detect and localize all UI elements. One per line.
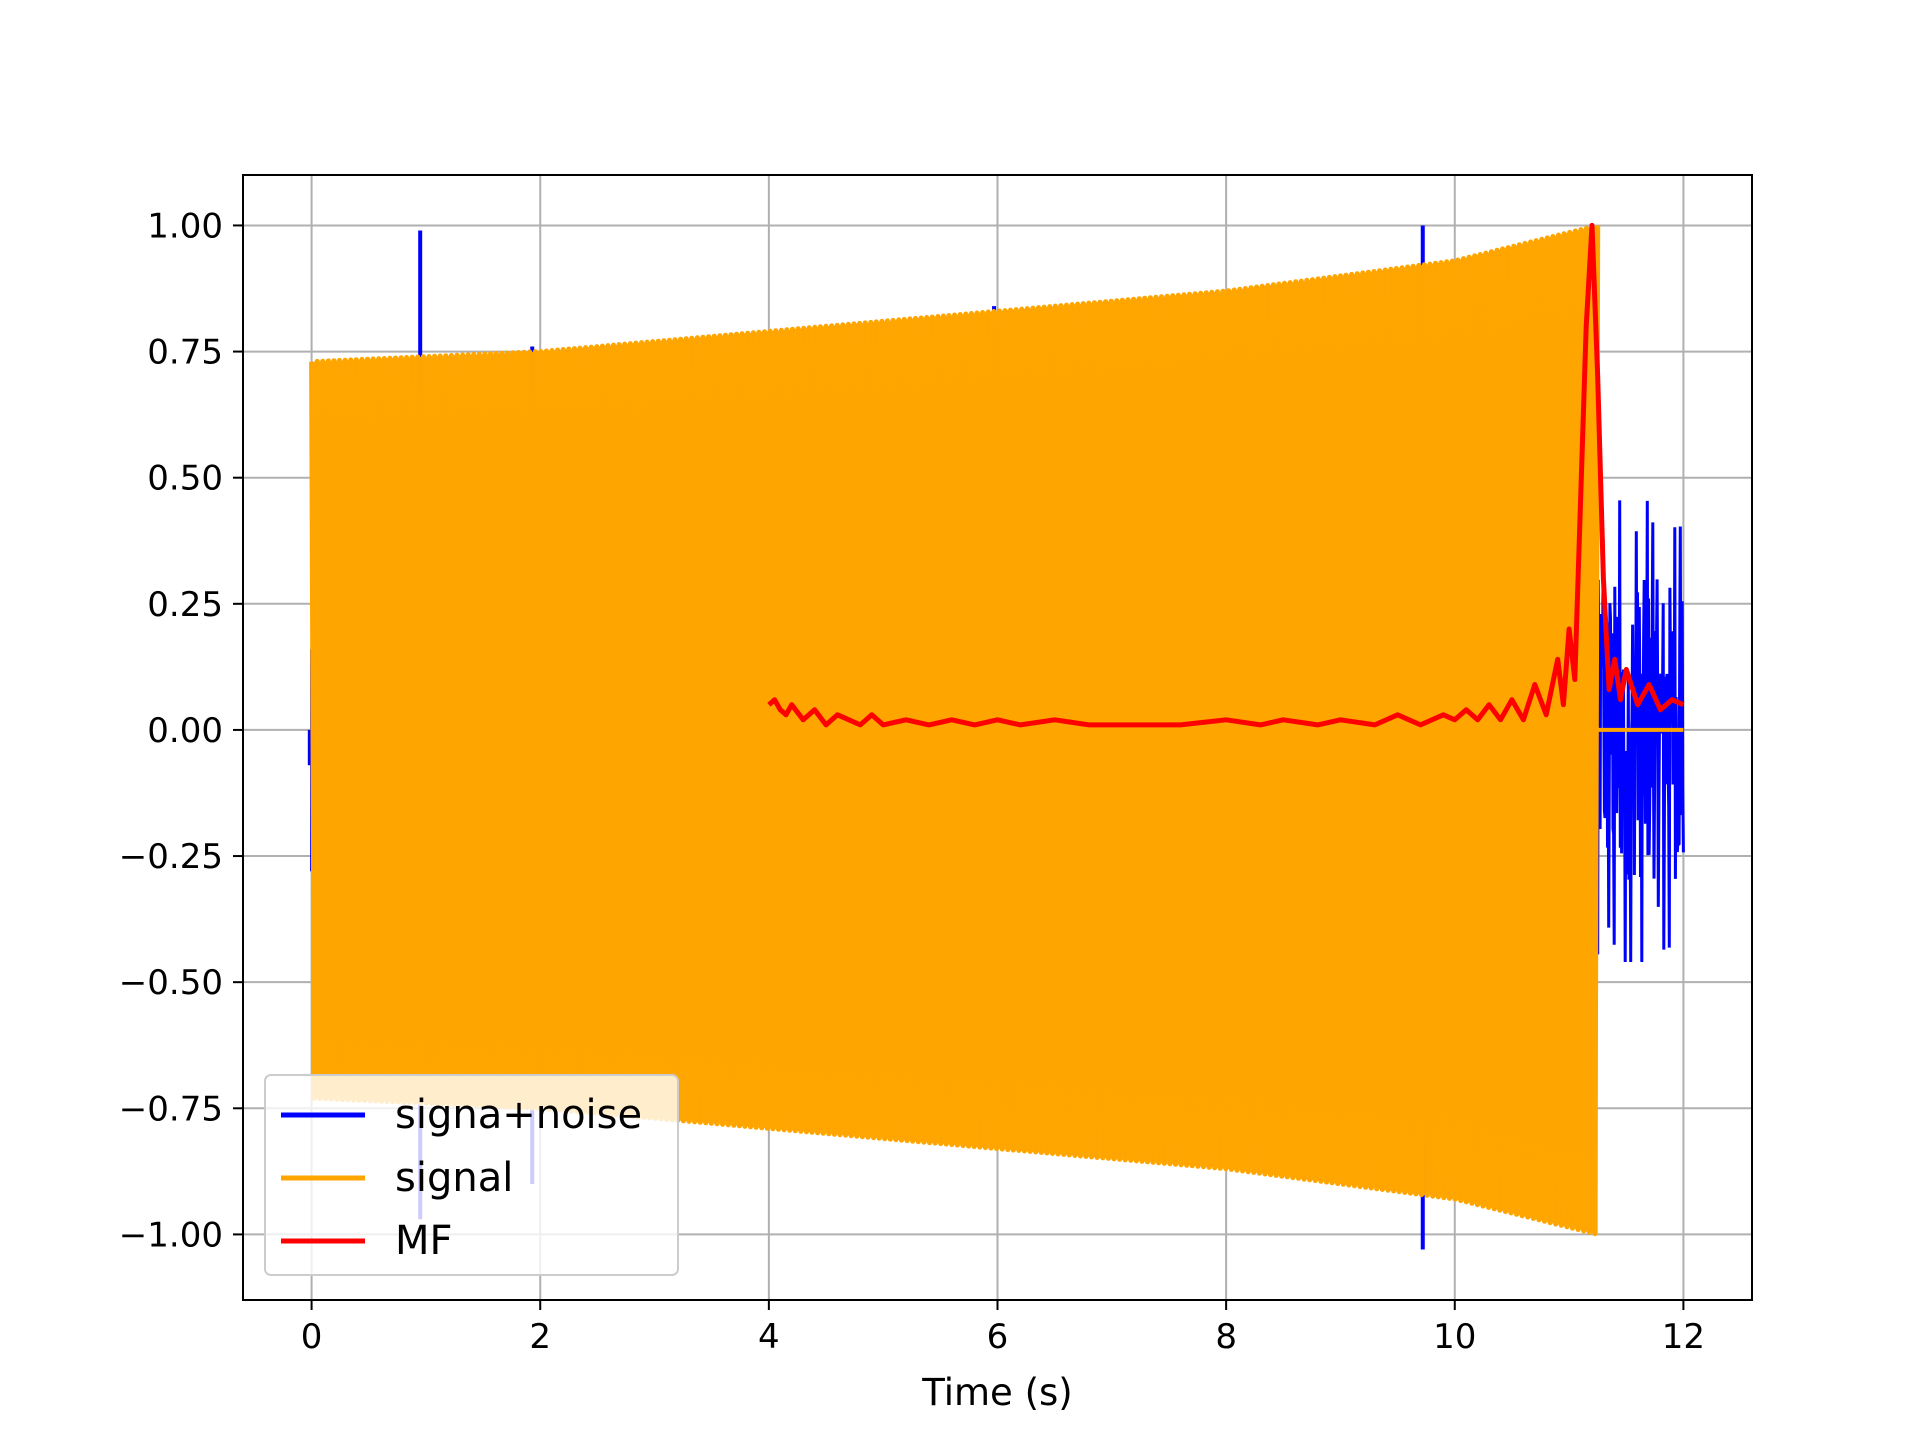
- y-tick-label-4: 0.00: [147, 711, 223, 751]
- x-tick-label-4: 8: [1215, 1317, 1237, 1357]
- x-tick-label-1: 2: [529, 1317, 551, 1357]
- x-tick-label-0: 0: [301, 1317, 323, 1357]
- y-tick-label-3: 0.25: [147, 585, 223, 625]
- y-tick-label-5: −0.25: [119, 837, 223, 877]
- x-tick-label-6: 12: [1662, 1317, 1705, 1357]
- plot-area: [242, 174, 1753, 1301]
- series-layer: [307, 222, 1685, 1250]
- y-tick-label-2: 0.50: [147, 459, 223, 499]
- y-axis: 1.00 0.75 0.50 0.25 0.00 −0.25 −0.50 −0.75 −1.00: [119, 206, 243, 1255]
- x-axis-label: Time (s): [921, 1371, 1072, 1414]
- x-axis: 0 2 4 6 8 10 12: [301, 1300, 1705, 1357]
- legend-label-0: signa+noise: [395, 1092, 642, 1138]
- y-tick-label-7: −0.75: [119, 1089, 223, 1129]
- x-tick-label-5: 10: [1433, 1317, 1476, 1357]
- series-signa-noise-tail: [1596, 500, 1685, 963]
- legend: signa+noise signal MF: [264, 1074, 679, 1276]
- y-tick-label-1: 0.75: [147, 333, 223, 373]
- legend-label-1: signal: [395, 1155, 513, 1201]
- series-signal: [309, 224, 1601, 1237]
- y-tick-label-0: 1.00: [147, 206, 223, 246]
- legend-label-2: MF: [395, 1218, 453, 1264]
- x-tick-label-3: 6: [987, 1317, 1009, 1357]
- x-tick-label-2: 4: [758, 1317, 780, 1357]
- y-tick-label-8: −1.00: [119, 1215, 223, 1255]
- legend-box: [264, 1074, 679, 1276]
- series-mf: [767, 222, 1685, 728]
- y-tick-label-6: −0.50: [119, 963, 223, 1003]
